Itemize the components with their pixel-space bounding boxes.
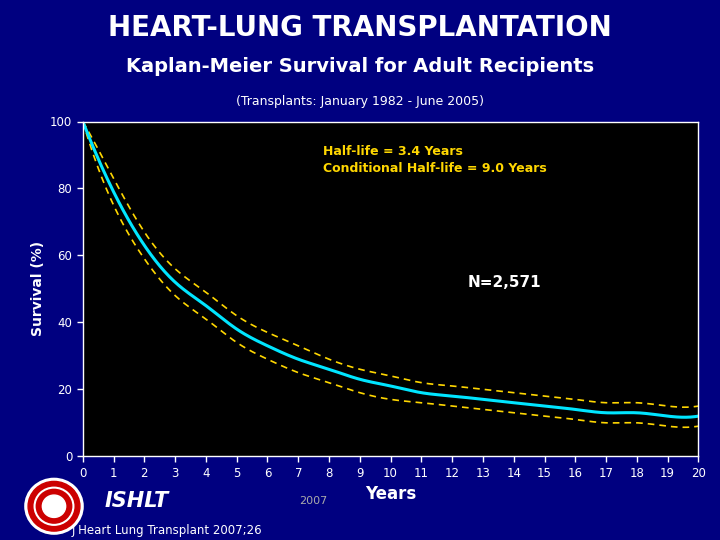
Text: Kaplan-Meier Survival for Adult Recipients: Kaplan-Meier Survival for Adult Recipien…	[126, 57, 594, 76]
Circle shape	[42, 495, 66, 517]
Text: ISHLT: ISHLT	[104, 491, 168, 511]
Text: Half-life = 3.4 Years
Conditional Half-life = 9.0 Years: Half-life = 3.4 Years Conditional Half-l…	[323, 145, 546, 175]
Text: HEART-LUNG TRANSPLANTATION: HEART-LUNG TRANSPLANTATION	[108, 14, 612, 42]
Text: J Heart Lung Transplant 2007;26: J Heart Lung Transplant 2007;26	[72, 524, 263, 537]
Circle shape	[24, 478, 84, 535]
Circle shape	[28, 482, 80, 531]
Text: (Transplants: January 1982 - June 2005): (Transplants: January 1982 - June 2005)	[236, 94, 484, 107]
X-axis label: Years: Years	[365, 485, 416, 503]
Text: 2007: 2007	[299, 496, 327, 506]
Text: N=2,571: N=2,571	[467, 275, 541, 289]
Y-axis label: Survival (%): Survival (%)	[30, 241, 45, 336]
